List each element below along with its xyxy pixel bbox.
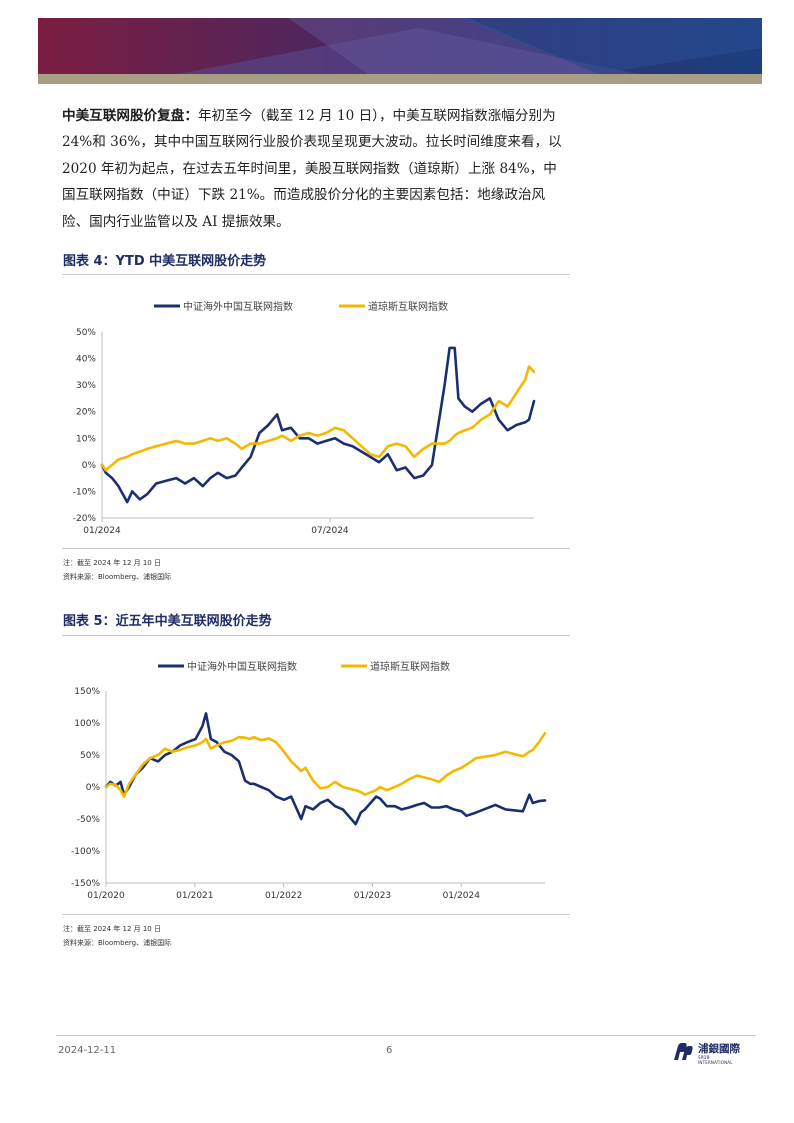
- series-line-dowjones-internet: [104, 731, 547, 798]
- company-logo: 浦銀國際 SPDB INTERNATIONAL: [672, 1041, 744, 1065]
- figure4-note: 注：截至 2024 年 12 月 10 日: [63, 559, 161, 567]
- x-tick-label: 01/2024: [443, 891, 481, 901]
- logo-mark-icon: [674, 1043, 693, 1060]
- figure5-chart-box: 150% 100% 50% 0% -50% -100% -150% 01/2020 01/202…: [62, 635, 570, 915]
- series-line-china-internet: [100, 346, 536, 504]
- intro-heading: 中美互联网股价复盘：: [62, 108, 198, 124]
- page-number: 6: [386, 1045, 393, 1056]
- series-line-dowjones-internet: [100, 365, 536, 472]
- legend-label: 道琼斯互联网指数: [368, 300, 448, 313]
- y-tick-label: 100%: [74, 719, 100, 729]
- y-tick-label: 150%: [74, 687, 100, 697]
- y-tick-label: 30%: [76, 381, 96, 391]
- header-banner: [38, 18, 762, 84]
- x-tick-label: 07/2024: [311, 526, 349, 536]
- figure4-source: 资料来源：Bloomberg、浦银国际: [63, 573, 172, 581]
- y-tick-label: -150%: [71, 879, 100, 889]
- x-tick-label: 01/2023: [354, 891, 391, 901]
- figure5-note: 注：截至 2024 年 12 月 10 日: [63, 925, 161, 933]
- x-tick-label: 01/2022: [265, 891, 302, 901]
- legend-label: 中证海外中国互联网指数: [187, 660, 297, 673]
- figure4-chart: 50% 40% 30% 20% 10% 0% -10% -20% 01/2024 07/2024 中…: [73, 300, 536, 536]
- legend-label: 道琼斯互联网指数: [370, 660, 450, 673]
- legend-label: 中证海外中国互联网指数: [183, 300, 293, 313]
- figure5-chart: 150% 100% 50% 0% -50% -100% -150% 01/2020 01/202…: [71, 660, 547, 901]
- footer-divider: [56, 1035, 756, 1036]
- y-tick-label: 40%: [76, 355, 96, 365]
- figure5-title: 图表 5：近五年中美互联网股价走势: [63, 614, 272, 629]
- figure5-source: 资料来源：Bloomberg、浦银国际: [63, 939, 172, 947]
- intro-body: 年初至今（截至 12 月 10 日），中美互联网指数涨幅分别为 24%和 36%…: [62, 108, 562, 230]
- intro-paragraph: 中美互联网股价复盘：年初至今（截至 12 月 10 日），中美互联网指数涨幅分别…: [62, 103, 562, 235]
- y-tick-label: -50%: [77, 815, 101, 825]
- y-tick-label: -20%: [73, 514, 97, 524]
- x-tick-label: 01/2021: [176, 891, 213, 901]
- logo-subtitle: SPDB INTERNATIONAL: [698, 1055, 733, 1065]
- y-tick-label: 50%: [76, 328, 96, 338]
- figure4-chart-box: 50% 40% 30% 20% 10% 0% -10% -20% 01/2024 07/2024 中…: [62, 274, 570, 549]
- y-tick-label: -10%: [73, 487, 97, 497]
- figure4-title: 图表 4：YTD 中美互联网股价走势: [63, 254, 267, 269]
- y-tick-label: 50%: [80, 751, 100, 761]
- y-tick-label: -100%: [71, 847, 100, 857]
- x-tick-label: 01/2020: [87, 891, 125, 901]
- series-line-china-internet: [104, 712, 547, 826]
- footer-date: 2024-12-11: [58, 1045, 117, 1056]
- y-tick-label: 10%: [76, 434, 96, 444]
- y-tick-label: 0%: [82, 461, 97, 471]
- logo-name: 浦銀國際: [698, 1043, 740, 1055]
- x-tick-label: 01/2024: [83, 526, 121, 536]
- y-tick-label: 20%: [76, 408, 96, 418]
- y-tick-label: 0%: [86, 783, 101, 793]
